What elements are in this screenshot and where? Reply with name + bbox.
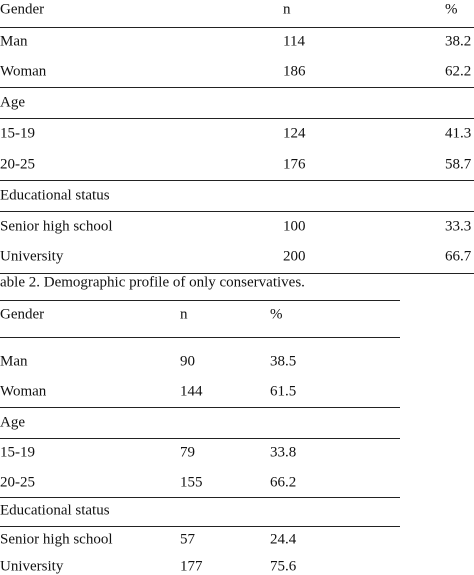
table-cell: 114 — [283, 33, 305, 49]
table-cell: 61.5 — [270, 383, 296, 399]
table-cell: Age — [0, 414, 25, 430]
table-cell: Senior high school — [0, 531, 113, 547]
table-cell: 124 — [283, 125, 306, 141]
table-cell: 66.7 — [445, 248, 472, 264]
table-cell: 41.3 — [445, 125, 471, 141]
table-cell: 15-19 — [0, 125, 35, 141]
table-cell: Educational status — [0, 187, 110, 203]
table-cell: 200 — [283, 248, 306, 264]
table-cell: 15-19 — [0, 444, 35, 460]
table-cell: 90 — [180, 353, 195, 369]
header-cell: Gender — [0, 306, 44, 322]
table-cell: 58.7 — [445, 156, 472, 172]
table-cell: 57 — [180, 531, 196, 547]
table-cell: Woman — [0, 63, 47, 79]
table-cell: 24.4 — [270, 531, 297, 547]
table-cell: 100 — [283, 218, 306, 234]
table-cell: 186 — [283, 63, 306, 79]
table-cell: University — [0, 558, 64, 574]
table-cell: 20-25 — [0, 474, 35, 490]
table-cell: 144 — [180, 383, 203, 399]
table-cell: 33.8 — [270, 444, 296, 460]
table-cell: 155 — [180, 474, 203, 490]
header-cell: n — [283, 1, 291, 17]
header-cell: n — [180, 306, 188, 322]
table-caption: able 2. Demographic profile of only cons… — [0, 274, 305, 290]
table-cell: 75.6 — [270, 558, 297, 574]
table-cell: Man — [0, 33, 28, 49]
header-cell: Gender — [0, 1, 44, 17]
table-cell: 177 — [180, 558, 203, 574]
table-cell: Age — [0, 94, 25, 110]
table-cell: Educational status — [0, 502, 110, 518]
table-cell: 176 — [283, 156, 306, 172]
table-cell: 66.2 — [270, 474, 296, 490]
table-cell: 20-25 — [0, 156, 35, 172]
table-cell: 38.5 — [270, 353, 296, 369]
table-cell: 79 — [180, 444, 195, 460]
table-cell: Woman — [0, 383, 47, 399]
table-cell: 33.3 — [445, 218, 471, 234]
table-cell: 38.2 — [445, 33, 471, 49]
header-cell: % — [445, 1, 458, 17]
table-cell: University — [0, 248, 64, 264]
table-cell: Man — [0, 353, 28, 369]
table-cell: 62.2 — [445, 63, 471, 79]
table-cell: Senior high school — [0, 218, 113, 234]
header-cell: % — [270, 306, 283, 322]
